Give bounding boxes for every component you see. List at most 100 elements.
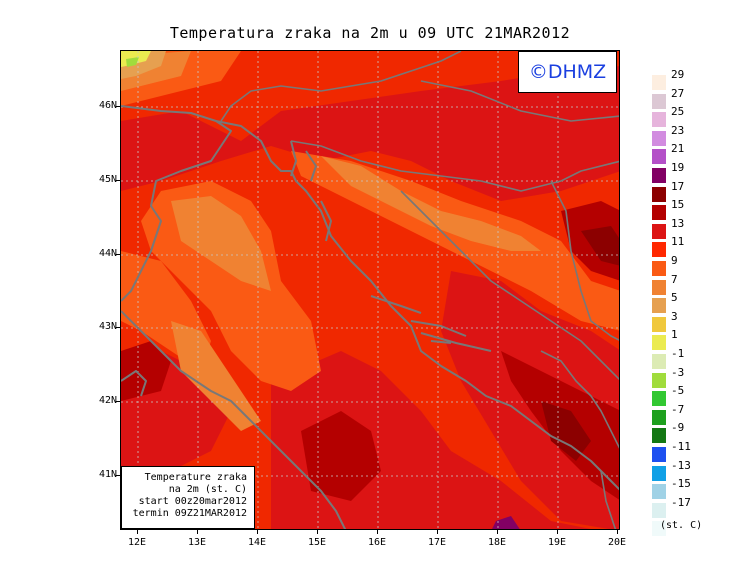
lat-tick	[116, 327, 120, 328]
kvarner-islands	[290, 140, 332, 242]
lon-label-12e: 12E	[127, 537, 147, 548]
temperature-field	[121, 51, 619, 529]
legend-label: -17	[671, 495, 691, 509]
legend-swatch	[652, 409, 666, 425]
lat-label-42n: 42N	[98, 395, 117, 406]
field-band-19-b	[541, 401, 591, 461]
field-band-17-d	[301, 411, 381, 501]
legend-label: 9	[671, 254, 678, 267]
legend-swatch	[652, 112, 666, 128]
lon-tick	[437, 530, 438, 534]
gargano-coast	[121, 370, 147, 397]
lat-label-43n: 43N	[98, 321, 117, 332]
legend-label: 7	[671, 272, 678, 286]
lon-label-19e: 19E	[547, 537, 567, 548]
italy-east-coastline	[121, 310, 347, 529]
lon-label-16e: 16E	[367, 537, 387, 548]
legend-swatch	[652, 521, 666, 537]
border-bosnia-south	[400, 190, 619, 381]
legend-swatch	[652, 316, 666, 332]
border-serbia	[550, 180, 619, 341]
legend-label: -5	[671, 384, 685, 398]
legend-label: 25	[671, 105, 685, 119]
legend-label: 17	[671, 179, 685, 193]
lat-label-45n: 45N	[98, 174, 117, 185]
legend-label: -15	[671, 477, 691, 491]
lon-tick	[557, 530, 558, 534]
lon-tick	[197, 530, 198, 534]
lat-tick	[116, 106, 120, 107]
graticule	[121, 51, 619, 529]
field-band-21	[492, 516, 520, 529]
field-band-17-c	[121, 341, 171, 401]
legend-label: 27	[671, 86, 685, 100]
lon-label-18e: 18E	[487, 537, 507, 548]
legend-swatch	[652, 149, 666, 165]
legend-label: -7	[671, 402, 685, 416]
coastlines	[121, 105, 619, 529]
lon-tick	[497, 530, 498, 534]
lon-label-14e: 14E	[247, 537, 267, 548]
istria-coastline	[215, 120, 619, 491]
info-line-units: na 2m (st. C)	[168, 484, 247, 495]
field-band-9-coast	[171, 321, 261, 431]
legend-label: 11	[671, 235, 685, 249]
border-croatia-bosnia	[290, 140, 619, 192]
field-band-19-a	[581, 226, 619, 266]
legend-label: 29	[671, 68, 685, 81]
legend-label: 15	[671, 198, 685, 212]
legend-swatch	[652, 298, 666, 314]
lat-label-41n: 41N	[98, 469, 117, 480]
legend-swatch	[652, 465, 666, 481]
info-line-parameter: Temperature zraka	[144, 472, 247, 483]
legend-label: 5	[671, 291, 678, 305]
legend-unit: (st. C)	[660, 520, 703, 531]
legend-label: -9	[671, 421, 685, 435]
info-line-termin: termin 09Z21MAR2012	[132, 508, 247, 519]
info-box: Temperature zraka na 2m (st. C) start 00…	[121, 466, 255, 529]
lat-label-46n: 46N	[98, 100, 117, 111]
borders	[220, 51, 619, 529]
lon-label-20e: 20E	[607, 537, 627, 548]
map-title: Temperatura zraka na 2m u 09 UTC 21MAR20…	[169, 24, 571, 42]
legend-label: -3	[671, 365, 685, 379]
lon-tick	[377, 530, 378, 534]
field-band-1	[126, 57, 139, 67]
dhmz-logo: ©DHMZ	[518, 51, 617, 93]
legend-swatch	[652, 279, 666, 295]
info-line-start: start 00z20mar2012	[138, 496, 247, 507]
legend-swatch	[652, 186, 666, 202]
lon-tick	[137, 530, 138, 534]
legend-label: -13	[671, 458, 691, 472]
lon-tick	[617, 530, 618, 534]
legend-label: 19	[671, 161, 685, 174]
legend-label: -1	[671, 347, 685, 360]
legend-label: -11	[671, 440, 691, 453]
lon-label-15e: 15E	[307, 537, 327, 548]
legend-swatch	[652, 75, 666, 90]
legend-swatch	[652, 335, 666, 351]
border-albania	[600, 470, 617, 529]
legend-label: 1	[671, 328, 678, 342]
lat-tick	[116, 475, 120, 476]
border-slovenia	[220, 51, 462, 122]
lat-label-44n: 44N	[98, 248, 117, 259]
field-band-9-istria	[171, 196, 271, 291]
legend-label: 13	[671, 216, 685, 230]
border-inland-north	[420, 80, 619, 122]
lat-tick	[116, 180, 120, 181]
field-band-9-mountains	[321, 156, 541, 251]
legend-swatch	[652, 447, 666, 462]
legend-swatch	[652, 168, 666, 183]
legend-swatch	[652, 205, 666, 221]
lon-tick	[317, 530, 318, 534]
lon-label-17e: 17E	[427, 537, 447, 548]
legend-swatch	[652, 223, 666, 239]
legend-label: 23	[671, 123, 685, 137]
lon-label-13e: 13E	[187, 537, 207, 548]
legend-label: 3	[671, 309, 678, 323]
legend-swatch	[652, 354, 666, 369]
legend-swatch	[652, 391, 666, 407]
temperature-map	[120, 50, 620, 530]
legend-swatch	[652, 502, 666, 518]
